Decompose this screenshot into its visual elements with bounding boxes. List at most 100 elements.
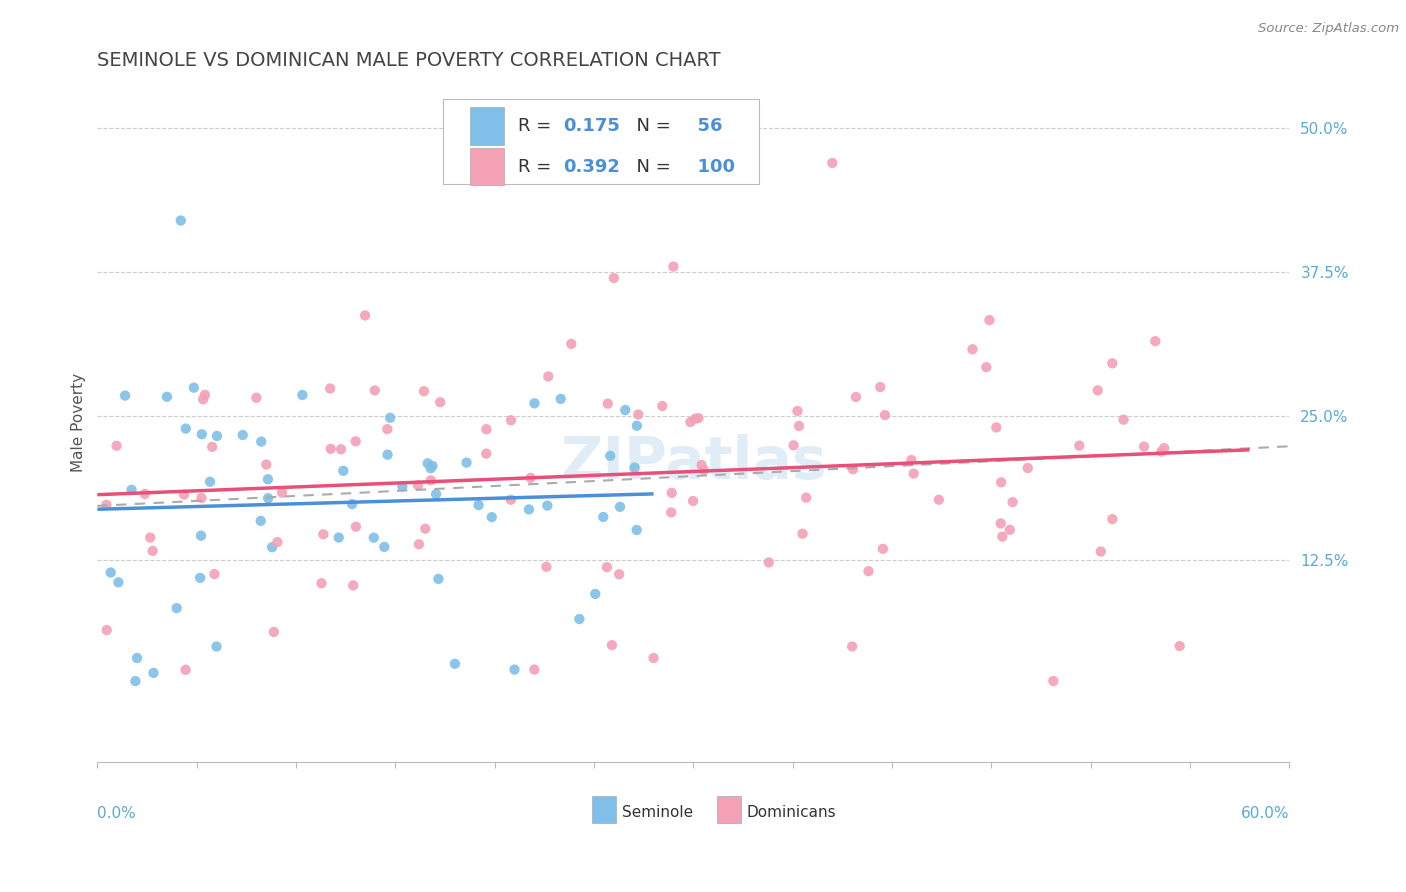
Text: R =: R = xyxy=(517,158,557,176)
Bar xyxy=(717,796,741,822)
Point xyxy=(900,453,922,467)
Point xyxy=(456,456,478,470)
Point xyxy=(1087,384,1109,398)
Point xyxy=(928,492,950,507)
Point xyxy=(340,497,363,511)
Text: 56: 56 xyxy=(685,117,723,136)
Point xyxy=(1133,440,1156,454)
Point xyxy=(683,411,706,425)
Point xyxy=(107,575,129,590)
Point xyxy=(311,576,333,591)
Text: Source: ZipAtlas.com: Source: ZipAtlas.com xyxy=(1258,22,1399,36)
Point xyxy=(1090,544,1112,558)
Point xyxy=(550,392,572,406)
Text: SEMINOLE VS DOMINICAN MALE POVERTY CORRELATION CHART: SEMINOLE VS DOMINICAN MALE POVERTY CORRE… xyxy=(97,51,721,70)
Point xyxy=(344,434,367,449)
Point xyxy=(291,388,314,402)
Point xyxy=(96,498,118,512)
Point xyxy=(536,499,558,513)
Point xyxy=(623,460,645,475)
Point xyxy=(332,464,354,478)
Point xyxy=(583,587,606,601)
Point xyxy=(266,535,288,549)
Point xyxy=(679,415,702,429)
Point xyxy=(263,624,285,639)
Point xyxy=(1101,512,1123,526)
Point xyxy=(536,559,558,574)
Point xyxy=(377,448,399,462)
Point xyxy=(1017,461,1039,475)
Point xyxy=(603,271,626,285)
Point xyxy=(364,384,387,398)
Point xyxy=(419,461,441,475)
Point xyxy=(1150,444,1173,458)
Bar xyxy=(592,796,616,822)
Point xyxy=(156,390,179,404)
Point xyxy=(262,540,284,554)
Point xyxy=(429,395,451,409)
Point xyxy=(592,510,614,524)
Point xyxy=(125,651,148,665)
Point xyxy=(596,396,619,410)
Point xyxy=(142,544,165,558)
Point xyxy=(444,657,467,671)
Point xyxy=(330,442,353,457)
Point xyxy=(537,369,560,384)
Point xyxy=(643,651,665,665)
Point xyxy=(651,399,673,413)
Point xyxy=(872,541,894,556)
Point xyxy=(257,472,280,486)
Point xyxy=(183,381,205,395)
Text: 100: 100 xyxy=(685,158,735,176)
Point xyxy=(124,674,146,689)
Point xyxy=(344,519,367,533)
Point xyxy=(422,458,444,473)
Point xyxy=(659,505,682,519)
Point xyxy=(114,388,136,402)
Point xyxy=(503,663,526,677)
Point xyxy=(342,578,364,592)
Point xyxy=(600,638,623,652)
Point xyxy=(499,492,522,507)
Point xyxy=(205,429,228,443)
Text: 60.0%: 60.0% xyxy=(1240,805,1289,821)
Point xyxy=(662,260,685,274)
Point xyxy=(406,478,429,492)
Point xyxy=(869,380,891,394)
Bar xyxy=(471,107,503,145)
Point xyxy=(596,560,619,574)
Point xyxy=(519,471,541,485)
Point xyxy=(425,487,447,501)
Text: 0.392: 0.392 xyxy=(564,158,620,176)
Text: Dominicans: Dominicans xyxy=(747,805,837,820)
Point xyxy=(990,516,1012,531)
Point xyxy=(232,428,254,442)
Text: N =: N = xyxy=(626,158,671,176)
Point xyxy=(974,360,997,375)
Point xyxy=(523,396,546,410)
Point xyxy=(201,440,224,454)
Point xyxy=(173,487,195,501)
Point xyxy=(475,422,498,436)
Point xyxy=(413,384,436,399)
Point xyxy=(523,663,546,677)
Point xyxy=(626,523,648,537)
Point xyxy=(419,474,441,488)
FancyBboxPatch shape xyxy=(443,99,759,185)
Point xyxy=(354,309,377,323)
Point xyxy=(363,531,385,545)
Point xyxy=(375,422,398,436)
Text: ZIPatlas: ZIPatlas xyxy=(560,434,827,491)
Point xyxy=(416,456,439,470)
Point xyxy=(100,566,122,580)
Bar xyxy=(471,148,503,186)
Point xyxy=(821,156,844,170)
Point xyxy=(693,463,716,477)
Point xyxy=(1001,495,1024,509)
Point xyxy=(245,391,267,405)
Point xyxy=(599,449,621,463)
Point xyxy=(190,529,212,543)
Point xyxy=(998,523,1021,537)
Point xyxy=(467,498,489,512)
Point xyxy=(1168,639,1191,653)
